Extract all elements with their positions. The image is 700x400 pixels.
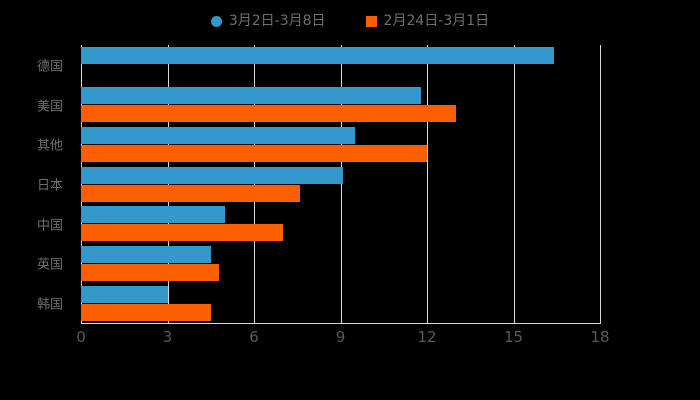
x-axis-tick-label: 18 xyxy=(590,328,610,346)
gridline xyxy=(427,45,428,323)
bar[interactable] xyxy=(81,47,554,65)
x-axis-tick-label: 0 xyxy=(76,328,86,346)
legend-item-series-a[interactable]: 3月2日-3月8日 xyxy=(210,13,326,29)
x-axis-tick-label: 6 xyxy=(249,328,259,346)
gridline xyxy=(167,45,169,323)
bar[interactable] xyxy=(81,184,301,202)
y-axis-label: 中国 xyxy=(36,218,63,234)
chart-legend: 3月2日-3月8日 2月24日-3月1日 xyxy=(0,8,700,34)
bar[interactable] xyxy=(81,245,211,263)
x-axis-tick-label: 3 xyxy=(162,328,173,346)
gridline xyxy=(81,45,82,323)
legend-swatch-square-icon xyxy=(365,15,377,27)
y-axis-label: 其他 xyxy=(36,138,63,154)
bar[interactable] xyxy=(81,206,226,224)
legend-label-series-a: 3月2日-3月8日 xyxy=(228,13,326,29)
gridline xyxy=(340,45,342,323)
y-axis-label: 韩国 xyxy=(36,297,63,313)
y-axis-category-labels: 德国美国其他日本中国英国韩国 xyxy=(0,45,72,323)
bar[interactable] xyxy=(81,263,220,281)
x-axis-tick-label: 12 xyxy=(417,328,437,346)
legend-label-series-b: 2月24日-3月1日 xyxy=(383,13,490,29)
legend-swatch-circle-icon xyxy=(210,15,222,27)
bar[interactable] xyxy=(81,87,422,105)
x-axis-tick-label: 15 xyxy=(503,328,524,346)
y-axis-label: 德国 xyxy=(36,59,63,75)
y-axis-label: 美国 xyxy=(36,99,63,115)
bar[interactable] xyxy=(81,126,355,144)
bar[interactable] xyxy=(81,166,344,184)
legend-item-series-b[interactable]: 2月24日-3月1日 xyxy=(365,13,490,29)
bar[interactable] xyxy=(81,144,427,162)
x-axis-tick-labels: 0 3 6 9 12 15 18 xyxy=(76,328,609,350)
gridline xyxy=(254,45,255,323)
y-axis-label: 英国 xyxy=(36,257,63,273)
bar[interactable] xyxy=(81,105,456,123)
gridline xyxy=(600,45,601,323)
bar[interactable] xyxy=(81,224,283,242)
y-axis-label: 日本 xyxy=(36,178,63,194)
x-axis-tick-label: 9 xyxy=(335,328,346,346)
x-axis-line xyxy=(81,323,601,324)
plot-area xyxy=(81,45,601,323)
bar[interactable] xyxy=(81,285,168,303)
gridline xyxy=(513,45,515,323)
bar[interactable] xyxy=(81,303,211,321)
